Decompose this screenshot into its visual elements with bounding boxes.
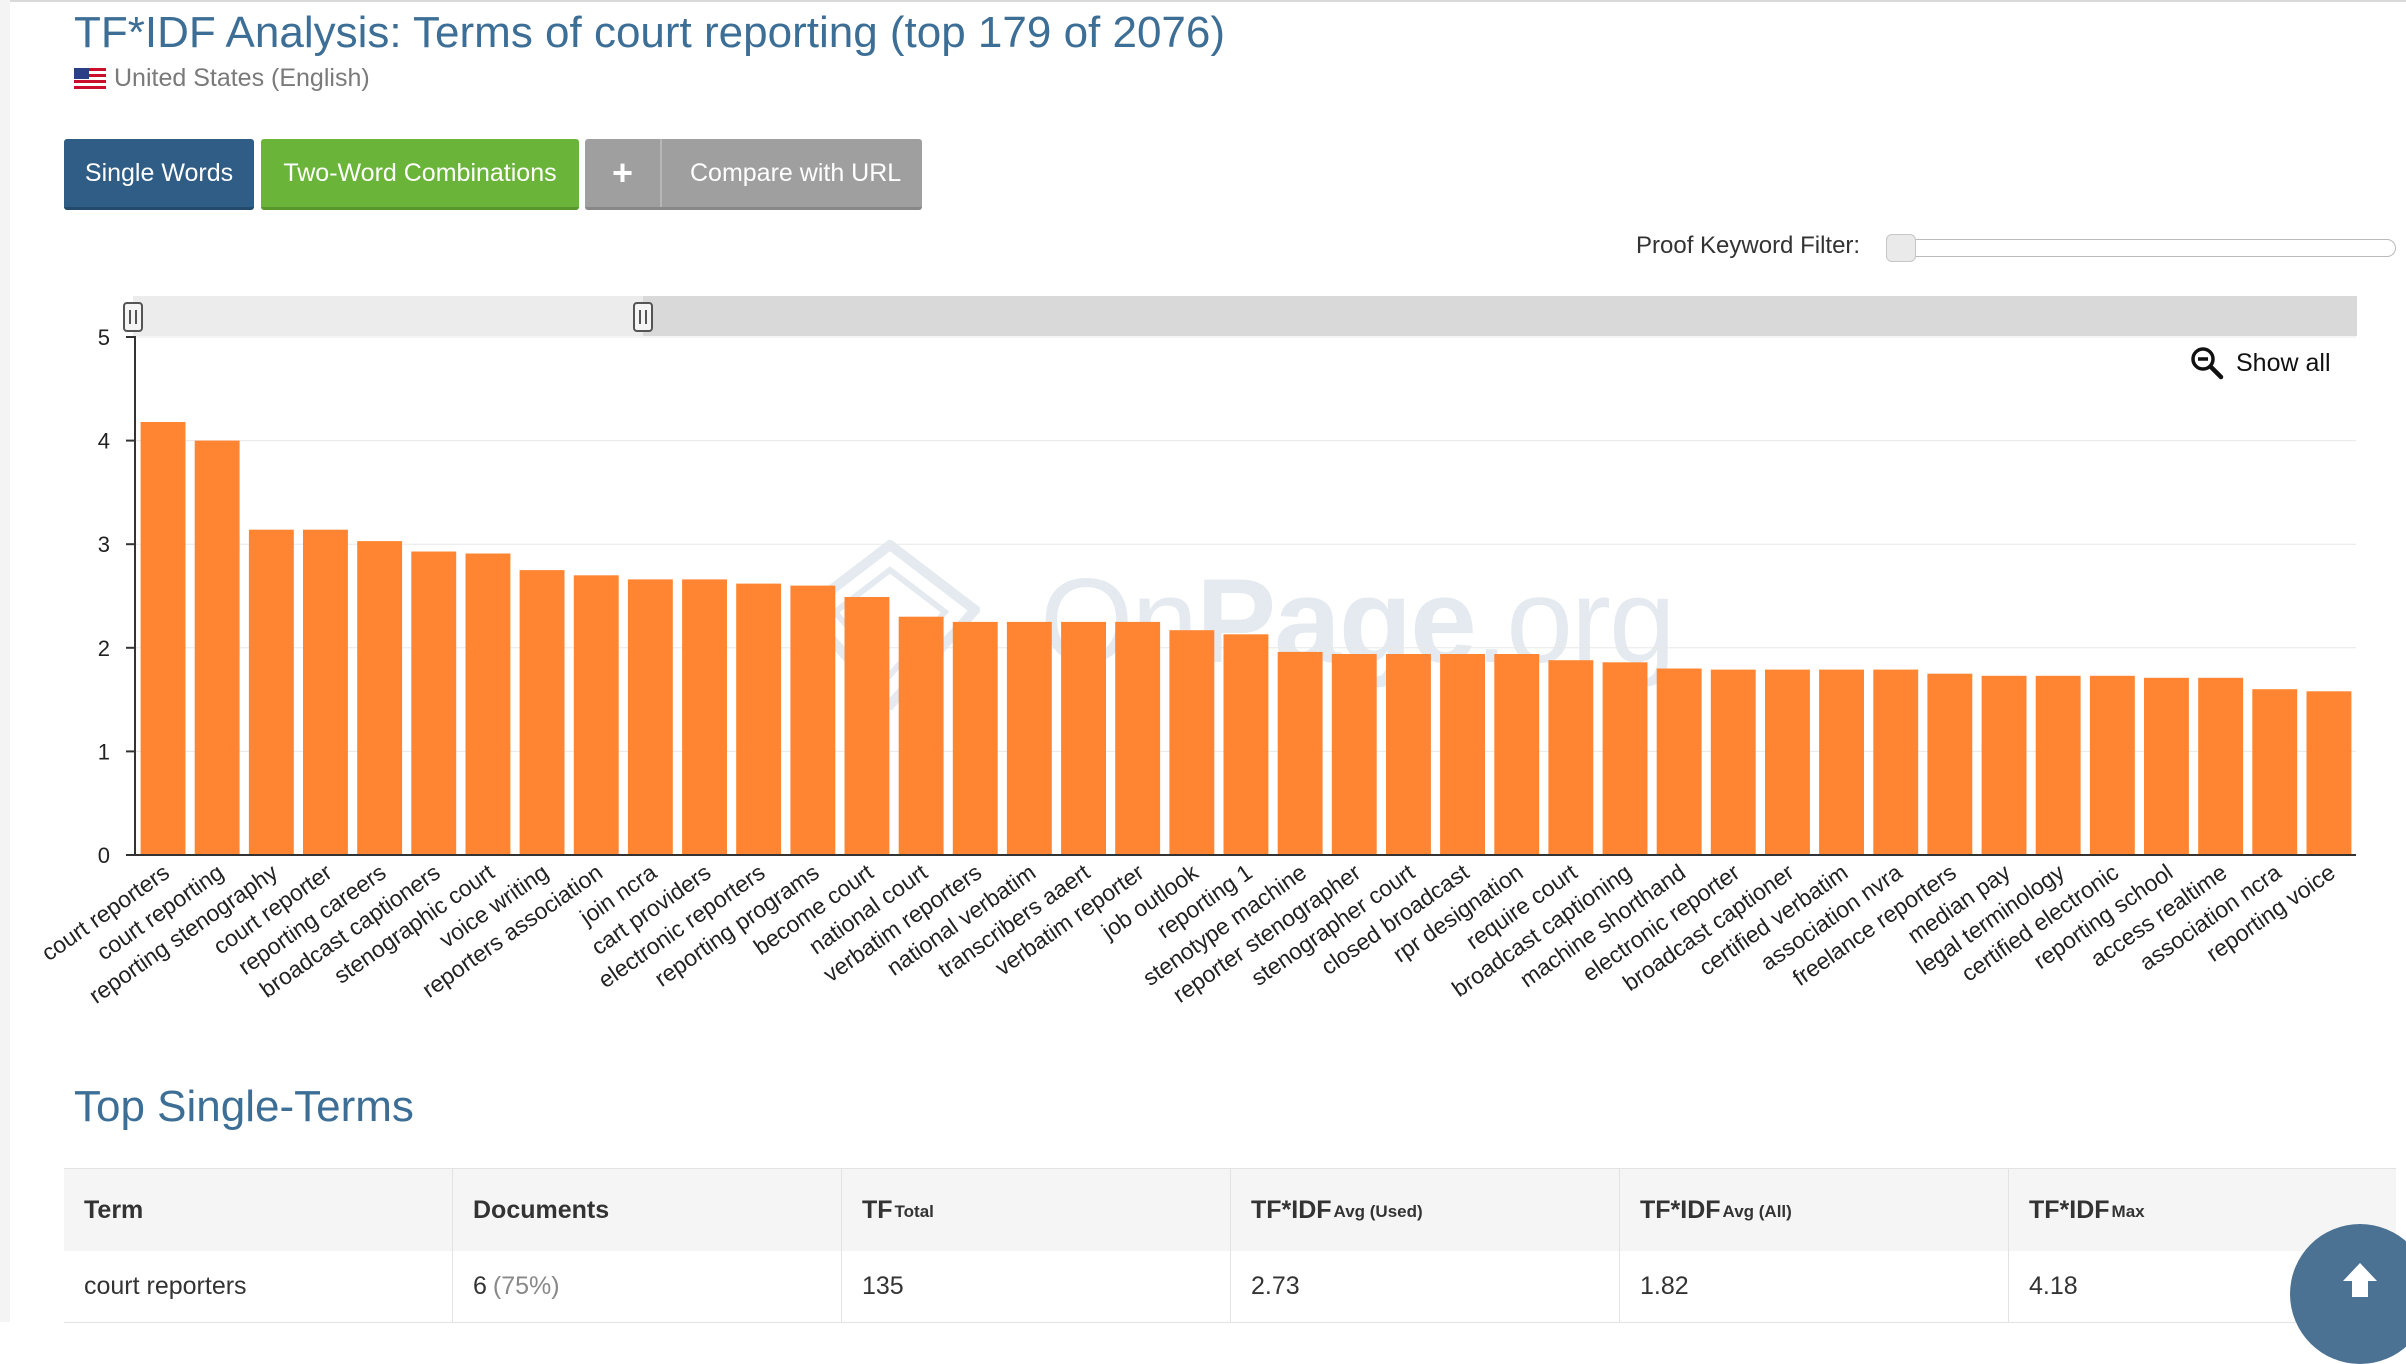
zoom-handle-right[interactable] [633, 302, 653, 332]
chart-bar[interactable] [1440, 654, 1485, 855]
header-tfidf-avg-all[interactable]: TF*IDF Avg (All) [1619, 1169, 2008, 1251]
chart-bar[interactable] [248, 529, 294, 855]
y-tick-label: 5 [98, 325, 110, 350]
proof-keyword-filter-handle[interactable] [1886, 234, 1916, 262]
us-flag-icon [74, 68, 106, 89]
chart-bar[interactable] [1061, 621, 1106, 855]
chart-bar[interactable] [898, 616, 944, 855]
chart-bar[interactable] [1710, 669, 1756, 855]
chart-bar[interactable] [1386, 654, 1431, 855]
chart-bar[interactable] [411, 551, 457, 856]
chart-bar[interactable] [2252, 689, 2298, 855]
chart-bar[interactable] [2306, 691, 2352, 855]
chart-bar[interactable] [1765, 669, 1810, 855]
locale-label: United States (English) [114, 64, 370, 92]
chart-bar[interactable] [952, 621, 998, 855]
single-words-button[interactable]: Single Words [64, 139, 254, 210]
chart-bar[interactable] [844, 597, 890, 855]
chart-bar[interactable] [140, 422, 186, 855]
y-tick-label: 3 [98, 532, 110, 557]
chart-bar[interactable] [682, 579, 727, 855]
locale: United States (English) [74, 64, 370, 93]
two-word-combinations-button[interactable]: Two-Word Combinations [261, 139, 579, 210]
chart-bar[interactable] [1602, 662, 1648, 855]
chart-bar[interactable] [1494, 654, 1540, 855]
chart-bar[interactable] [573, 575, 619, 855]
y-tick-label: 2 [98, 636, 110, 661]
chart-bar[interactable] [1331, 654, 1377, 855]
chart-bar[interactable] [1819, 669, 1864, 855]
zoom-out-icon [2191, 347, 2224, 380]
header-documents[interactable]: Documents [452, 1169, 841, 1251]
show-all-button[interactable]: Show all [2190, 346, 2331, 380]
cell-tf-total: 135 [841, 1251, 1230, 1322]
chart-bar[interactable] [2089, 675, 2135, 855]
chart-bar[interactable] [1873, 669, 1919, 855]
chart-bar[interactable] [1277, 651, 1323, 855]
chart-bar[interactable] [1927, 673, 1973, 855]
page-title: TF*IDF Analysis: Terms of court reportin… [74, 8, 1226, 57]
left-gutter [0, 0, 10, 1322]
chart-bar[interactable] [2198, 677, 2244, 855]
chart-bar[interactable] [519, 570, 565, 855]
cell-tfidf-avg-used: 2.73 [1230, 1251, 1619, 1322]
cell-term: court reporters [84, 1272, 247, 1300]
header-tfidf-avg-used[interactable]: TF*IDF Avg (Used) [1230, 1169, 1619, 1251]
show-all-label: Show all [2236, 348, 2331, 377]
chart-bar[interactable] [1115, 621, 1161, 855]
chart-bar[interactable] [194, 440, 240, 855]
chart-bar[interactable] [357, 541, 403, 855]
cell-documents: 6 (75%) [452, 1251, 841, 1322]
y-tick-label: 0 [98, 843, 110, 868]
chart-bar[interactable] [1223, 634, 1269, 855]
cell-tfidf-max: 4.18 [2008, 1251, 2396, 1322]
chart-bar[interactable] [627, 579, 673, 855]
proof-keyword-filter-label: Proof Keyword Filter: [1636, 232, 1861, 259]
chart-bar[interactable] [2035, 675, 2081, 855]
chart-bar[interactable] [2144, 677, 2189, 855]
chart-bar[interactable] [1981, 675, 2027, 855]
cell-tfidf-avg-all: 1.82 [1619, 1251, 2008, 1322]
y-tick-label: 1 [98, 739, 110, 764]
chart-bar[interactable] [1548, 660, 1594, 855]
y-tick-label: 4 [98, 429, 110, 454]
chart-bar[interactable] [1006, 621, 1052, 855]
zoom-handle-left[interactable] [123, 302, 143, 332]
section-title: Top Single-Terms [74, 1082, 414, 1131]
plus-icon: + [585, 139, 662, 207]
chart-bar[interactable] [465, 553, 511, 856]
chart-bar[interactable] [1656, 668, 1702, 856]
header-tf-total[interactable]: TF Total [841, 1169, 1230, 1251]
chart-bar[interactable] [1169, 630, 1215, 855]
top-border [0, 0, 2406, 2]
chart-bar[interactable] [303, 529, 348, 855]
header-tfidf-max[interactable]: TF*IDF Max [2008, 1169, 2396, 1251]
compare-with-url-label: Compare with URL [690, 158, 902, 187]
chart-bar[interactable] [736, 583, 782, 855]
compare-with-url-button[interactable]: + Compare with URL [585, 139, 922, 210]
header-term[interactable]: Term [84, 1195, 144, 1224]
table-row[interactable]: court reporters 6 (75%) 135 2.73 1.82 4.1… [64, 1251, 2396, 1323]
table-header: Term Documents TF Total TF*IDF Avg (Used) … [64, 1168, 2396, 1252]
chart-bar[interactable] [790, 585, 836, 855]
arrow-up-icon [2343, 1263, 2377, 1297]
chart-zoom-selection[interactable] [133, 296, 643, 336]
